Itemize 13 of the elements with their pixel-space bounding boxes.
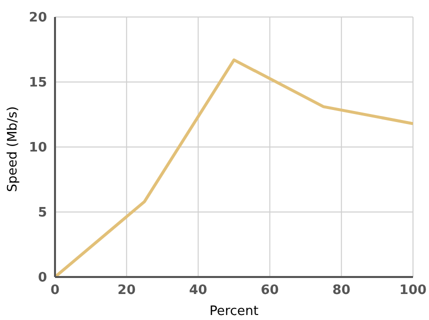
y-tick-label: 20 <box>28 10 47 26</box>
y-tick-label: 15 <box>28 76 47 91</box>
x-tick-label: 40 <box>189 283 208 298</box>
y-tick-label: 0 <box>38 270 47 286</box>
x-tick-label: 100 <box>399 283 427 298</box>
x-tick-label: 0 <box>50 283 60 298</box>
x-axis-title: Percent <box>210 304 258 319</box>
x-tick-label: 60 <box>260 283 279 298</box>
x-tick-label: 80 <box>332 283 350 298</box>
y-axis-title: Speed (Mb/s) <box>6 106 21 192</box>
y-tick-label: 10 <box>28 140 47 156</box>
y-tick-label: 5 <box>38 206 47 221</box>
x-tick-label: 20 <box>118 283 136 298</box>
